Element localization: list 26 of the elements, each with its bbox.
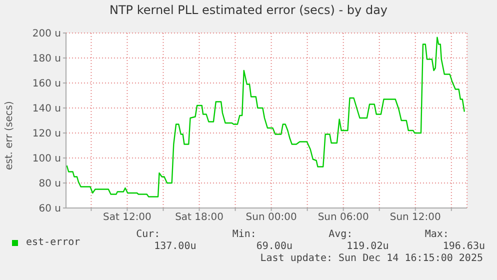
legend-label: est-error <box>26 237 80 248</box>
text: Cur: <box>135 229 162 241</box>
text: Min: <box>231 229 257 241</box>
y-tick-label: 60 u <box>38 204 61 215</box>
x-tick-label: Sat 18:00 <box>175 212 224 224</box>
y-tick-label: 100 u <box>32 154 61 165</box>
x-tick-label: Sun 06:00 <box>318 212 369 224</box>
x-tick-label: Sun 00:00 <box>246 212 297 224</box>
text: Last update: Sun Dec 14 16:15:00 2025 <box>260 253 483 264</box>
text: 196.63u <box>442 241 485 253</box>
y-tick-label: 200 u <box>32 28 61 40</box>
text: Avg: <box>328 229 354 241</box>
y-tick-label: 180 u <box>32 54 61 65</box>
x-tick-label: Sat 12:00 <box>103 212 152 224</box>
text: 119.02u <box>346 241 389 253</box>
chart-title: NTP kernel PLL estimated error (secs) - by day <box>108 3 389 17</box>
text: 137.00u <box>153 241 196 253</box>
y-tick-label: 140 u <box>32 104 61 115</box>
x-tick-label: Sun 12:00 <box>390 212 441 224</box>
y-tick-label: 80 u <box>38 178 61 190</box>
y-axis-title: est. err (secs) <box>4 101 15 170</box>
text: Max: <box>424 229 450 241</box>
y-tick-label: 120 u <box>32 128 61 140</box>
y-tick-label: 160 u <box>32 78 61 90</box>
text: 69.00u <box>255 241 292 253</box>
line-series <box>66 36 465 198</box>
